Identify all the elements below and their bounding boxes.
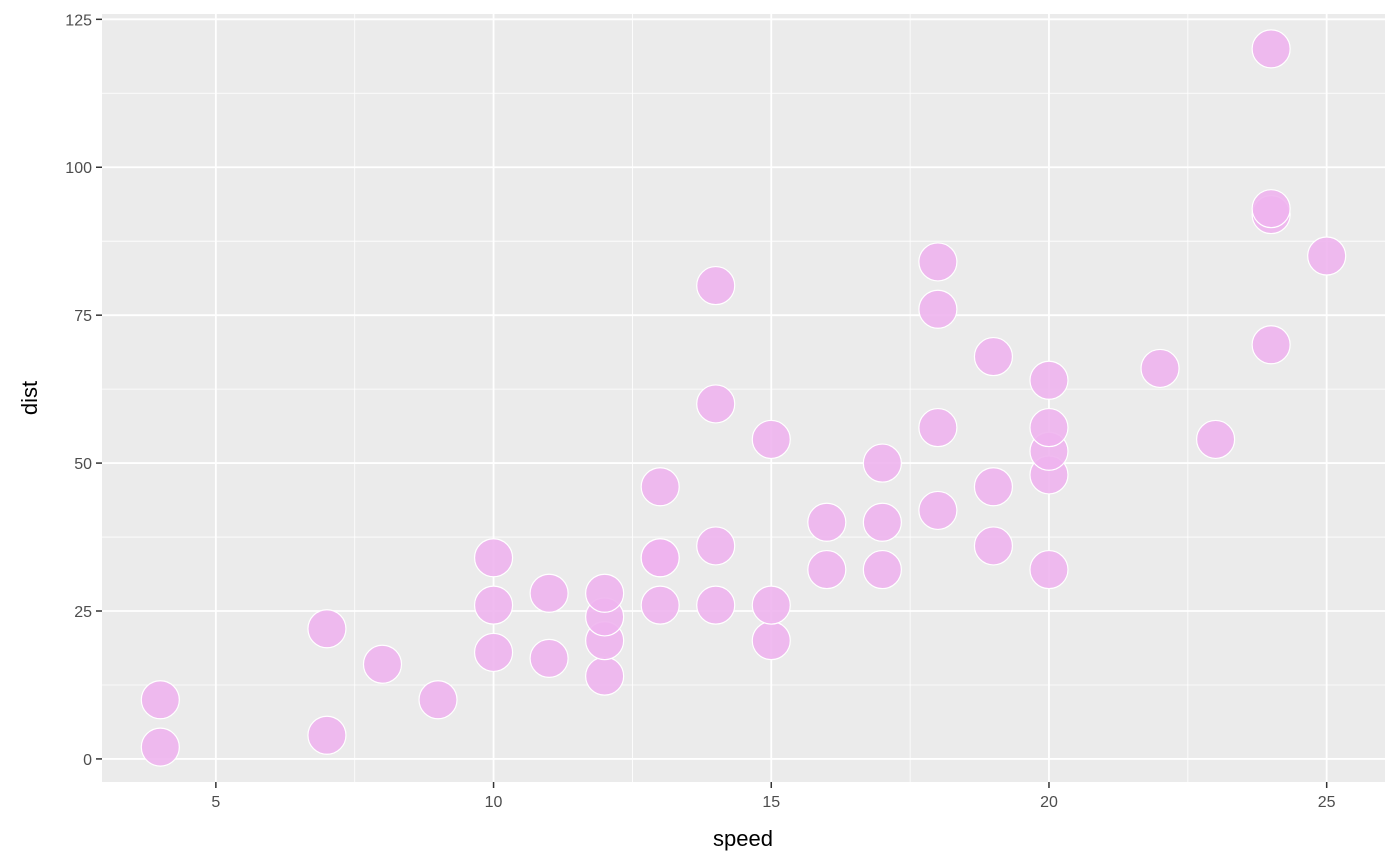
data-point [362, 644, 403, 684]
data-point [529, 638, 569, 678]
data-point [1029, 360, 1069, 400]
data-point [918, 242, 958, 282]
data-point [307, 609, 347, 649]
data-point [1307, 236, 1347, 276]
data-point [973, 526, 1014, 566]
data-point [585, 573, 625, 613]
y-tick-label: 100 [65, 160, 92, 177]
minor-gridlines [102, 14, 1385, 782]
data-point [751, 620, 791, 661]
data-point [696, 585, 736, 625]
y-tick-label: 50 [74, 456, 92, 473]
x-tick-label: 25 [1318, 794, 1336, 811]
data-point [1251, 29, 1291, 69]
x-tick-label: 5 [211, 794, 220, 811]
plot-panel [102, 14, 1385, 782]
data-point [640, 538, 680, 578]
data-point [1251, 325, 1291, 365]
data-point [862, 502, 902, 542]
y-tick-label: 25 [74, 604, 92, 621]
data-point [696, 384, 736, 424]
data-point [473, 632, 514, 673]
data-point [696, 526, 736, 566]
x-axis-title: speed [713, 826, 773, 851]
y-axis-title: dist [17, 381, 42, 415]
data-point [640, 467, 680, 507]
data-point [418, 680, 458, 720]
data-point [473, 538, 514, 578]
data-point [307, 715, 347, 755]
y-tick-label: 75 [74, 308, 92, 325]
data-point [1140, 348, 1180, 389]
data-point [1029, 549, 1069, 590]
data-point [1029, 407, 1069, 448]
data-point [751, 585, 791, 625]
data-point [862, 549, 902, 590]
data-point [862, 443, 902, 483]
x-tick-label: 15 [762, 794, 780, 811]
data-point [696, 265, 736, 306]
data-point [473, 585, 514, 625]
data-point [140, 727, 180, 767]
data-point [807, 502, 847, 542]
data-point [529, 573, 569, 613]
data-point [751, 419, 791, 460]
data-point [1251, 189, 1291, 229]
data-point [807, 549, 847, 590]
data-point [918, 407, 958, 448]
data-point [973, 467, 1014, 507]
data-point [640, 585, 680, 625]
y-tick-label: 125 [65, 12, 92, 29]
data-point [973, 336, 1014, 377]
data-point [1195, 419, 1236, 460]
x-tick-label: 10 [485, 794, 503, 811]
x-tick-label: 20 [1040, 794, 1058, 811]
data-points [140, 29, 1347, 767]
data-point [585, 656, 625, 696]
axes: 5 10 15 20 25 0 25 50 75 100 125 [65, 12, 1335, 811]
data-point [140, 680, 180, 720]
data-point [918, 289, 958, 329]
data-point [918, 490, 958, 531]
y-tick-label: 0 [83, 752, 92, 769]
